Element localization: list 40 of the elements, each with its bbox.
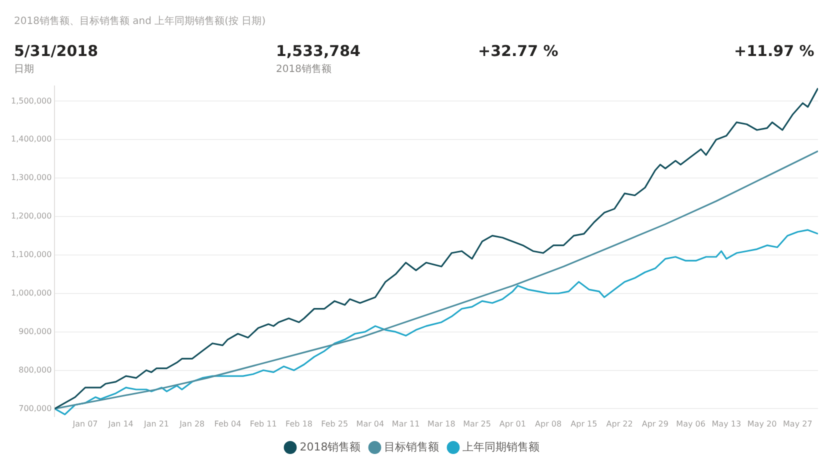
chart-title: 2018销售额、目标销售额 and 上年同期销售额(按 日期) (14, 14, 266, 28)
x-tick-label: Jan 28 (178, 419, 205, 428)
legend-label: 2018销售额 (300, 440, 361, 454)
legend-label: 上年同期销售额 (462, 440, 540, 454)
y-tick-label: 700,000 (18, 404, 52, 413)
x-tick-label: Mar 11 (392, 419, 420, 428)
x-tick-label: May 20 (747, 419, 777, 428)
y-tick-label: 1,000,000 (10, 288, 52, 298)
x-tick-label: Apr 22 (606, 419, 633, 428)
x-tick-label: Apr 08 (535, 419, 562, 428)
x-tick-label: Feb 11 (250, 419, 277, 428)
text: 2018销售额 (276, 62, 332, 76)
text: 1,533,784 (276, 42, 360, 60)
x-tick-label: May 06 (676, 419, 706, 428)
x-tick-label: Apr 29 (642, 419, 668, 428)
text: +11.97 % (734, 42, 814, 60)
text: 日期 (14, 62, 34, 76)
y-tick-label: 1,400,000 (10, 134, 52, 144)
x-tick-label: Feb 18 (286, 419, 312, 428)
x-tick-label: Feb 25 (321, 419, 348, 428)
y-tick-label: 1,200,000 (10, 212, 52, 221)
y-tick-label: 900,000 (18, 326, 52, 336)
x-tick-label: Jan 21 (142, 419, 170, 428)
y-tick-label: 800,000 (18, 365, 52, 374)
x-tick-label: Jan 14 (107, 419, 134, 428)
x-tick-label: Jan 07 (72, 419, 98, 428)
x-tick-label: Mar 25 (463, 419, 491, 428)
y-tick-label: 1,300,000 (10, 173, 52, 182)
legend-label: 目标销售额 (384, 440, 440, 454)
y-tick-label: 1,500,000 (10, 96, 52, 106)
x-tick-label: Mar 18 (428, 419, 456, 428)
x-tick-label: Feb 04 (214, 419, 242, 428)
y-tick-label: 1,100,000 (10, 250, 52, 260)
x-tick-label: May 13 (712, 419, 742, 428)
text: +32.77 % (478, 42, 558, 60)
x-tick-label: Apr 01 (499, 419, 526, 428)
x-tick-label: May 27 (783, 419, 812, 428)
x-tick-label: Mar 04 (356, 419, 384, 428)
text: 5/31/2018 (14, 42, 98, 60)
x-tick-label: Apr 15 (570, 419, 598, 428)
